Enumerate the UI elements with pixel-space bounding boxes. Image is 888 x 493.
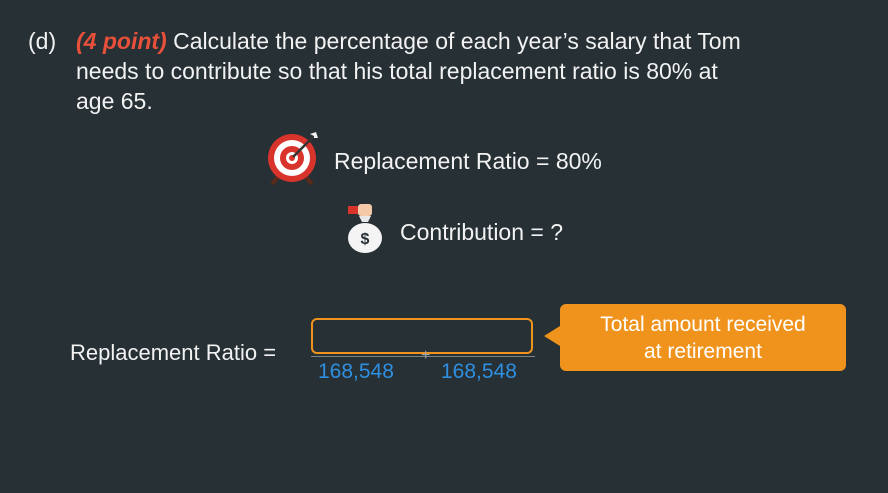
callout-total-received: Total amount received at retirement	[544, 304, 846, 371]
replacement-ratio-target: Replacement Ratio = 80%	[264, 130, 602, 192]
question-line-1: Calculate the percentage of each year’s …	[173, 28, 741, 54]
callout-line-1: Total amount received	[600, 313, 806, 336]
question-number: (d)	[28, 28, 57, 54]
money-bag-icon: $	[344, 204, 386, 260]
denominator-value-2: 168,548	[441, 360, 517, 383]
question-points: (4 point)	[76, 28, 167, 54]
contribution-unknown: $ Contribution = ?	[344, 204, 563, 260]
target-label: Replacement Ratio = 80%	[334, 147, 602, 174]
denominator-value-1: 168,548	[318, 360, 394, 383]
fraction-line	[311, 356, 535, 357]
formula-label: Replacement Ratio =	[70, 340, 277, 365]
contribution-label: Contribution = ?	[400, 218, 564, 245]
plus-sign: +	[421, 347, 431, 364]
callout-line-2: at retirement	[644, 340, 762, 363]
question-line-2: needs to contribute so that his total re…	[76, 58, 718, 84]
numerator-box	[311, 318, 533, 354]
target-icon	[264, 130, 320, 192]
question-text: (d) (4 point) Calculate the percentage of…	[28, 26, 848, 116]
svg-text:$: $	[361, 231, 370, 248]
question-line-3: age 65.	[76, 88, 153, 114]
